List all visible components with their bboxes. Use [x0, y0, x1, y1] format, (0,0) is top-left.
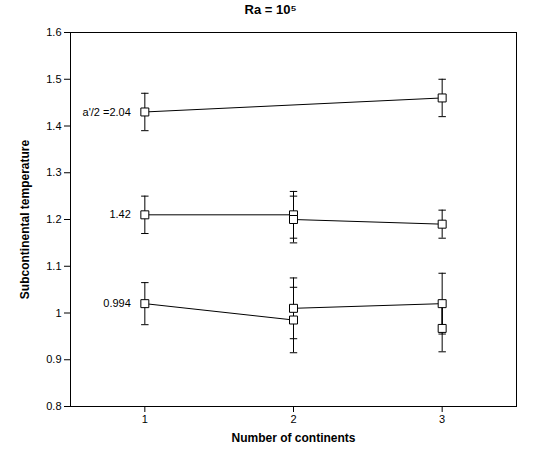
svg-text:Subcontinental temperature: Subcontinental temperature — [18, 139, 32, 299]
svg-text:1.1: 1.1 — [46, 260, 61, 272]
svg-text:1: 1 — [55, 307, 61, 319]
svg-text:1.5: 1.5 — [46, 73, 61, 85]
svg-text:a'/2 =2.04: a'/2 =2.04 — [83, 105, 131, 117]
svg-text:0.994: 0.994 — [103, 297, 131, 309]
svg-text:0.9: 0.9 — [46, 353, 61, 365]
svg-text:Number of continents: Number of continents — [231, 431, 355, 445]
svg-text:1.3: 1.3 — [46, 166, 61, 178]
svg-text:1.6: 1.6 — [46, 26, 61, 38]
svg-text:1: 1 — [142, 413, 148, 425]
svg-text:3: 3 — [439, 413, 445, 425]
svg-text:1.4: 1.4 — [46, 120, 61, 132]
html-text:Ra = 10⁵: Ra = 10⁵ — [244, 2, 297, 17]
svg-text:1.42: 1.42 — [109, 208, 130, 220]
svg-text:1.2: 1.2 — [46, 213, 61, 225]
svg-text:0.8: 0.8 — [46, 400, 61, 412]
svg-text:2: 2 — [290, 413, 296, 425]
